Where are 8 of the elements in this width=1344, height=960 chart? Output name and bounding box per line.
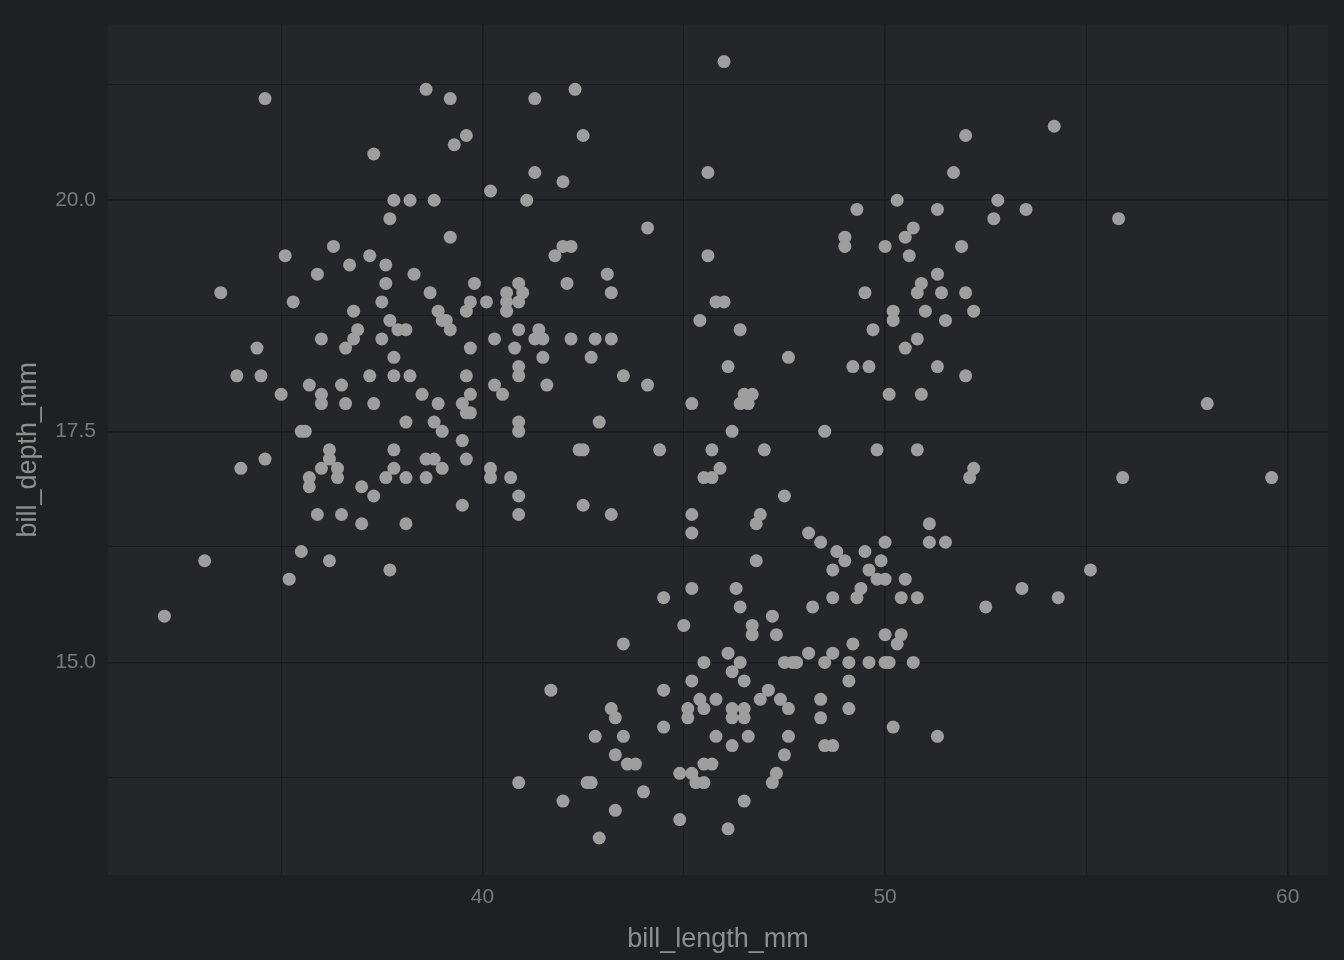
y-tick-label: 15.0 [55,649,96,673]
y-tick-label: 17.5 [55,418,96,442]
x-axis-title: bill_length_mm [627,923,809,954]
x-tick-label: 40 [470,884,495,908]
x-tick-label: 50 [873,884,897,908]
y-axis-title: bill_depth_mm [11,362,42,538]
x-tick-label: 60 [1276,884,1300,908]
y-tick-label: 20.0 [55,187,96,211]
